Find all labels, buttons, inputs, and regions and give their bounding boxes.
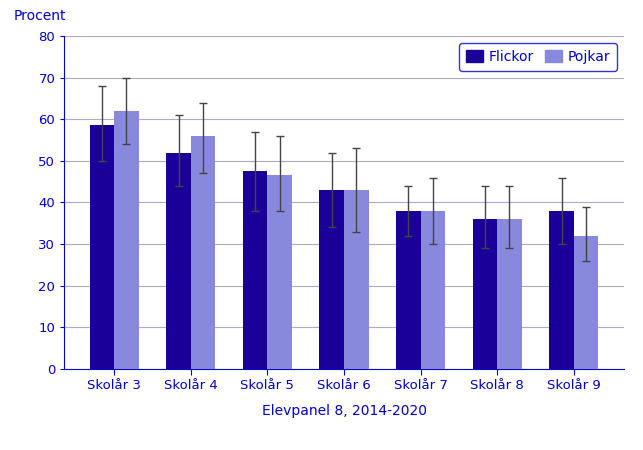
Bar bbox=[549, 211, 574, 369]
Bar bbox=[114, 111, 139, 369]
Bar bbox=[243, 171, 267, 369]
Bar bbox=[574, 236, 598, 369]
Legend: Flickor, Pojkar: Flickor, Pojkar bbox=[460, 43, 617, 71]
Bar bbox=[421, 211, 445, 369]
Text: Procent: Procent bbox=[14, 9, 66, 22]
Bar bbox=[344, 190, 368, 369]
Bar bbox=[396, 211, 421, 369]
Bar bbox=[191, 136, 215, 369]
Bar bbox=[90, 126, 114, 369]
Bar bbox=[167, 153, 191, 369]
Bar bbox=[320, 190, 344, 369]
Bar bbox=[497, 219, 521, 369]
X-axis label: Elevpanel 8, 2014-2020: Elevpanel 8, 2014-2020 bbox=[262, 404, 426, 418]
Bar bbox=[267, 176, 292, 369]
Bar bbox=[473, 219, 497, 369]
